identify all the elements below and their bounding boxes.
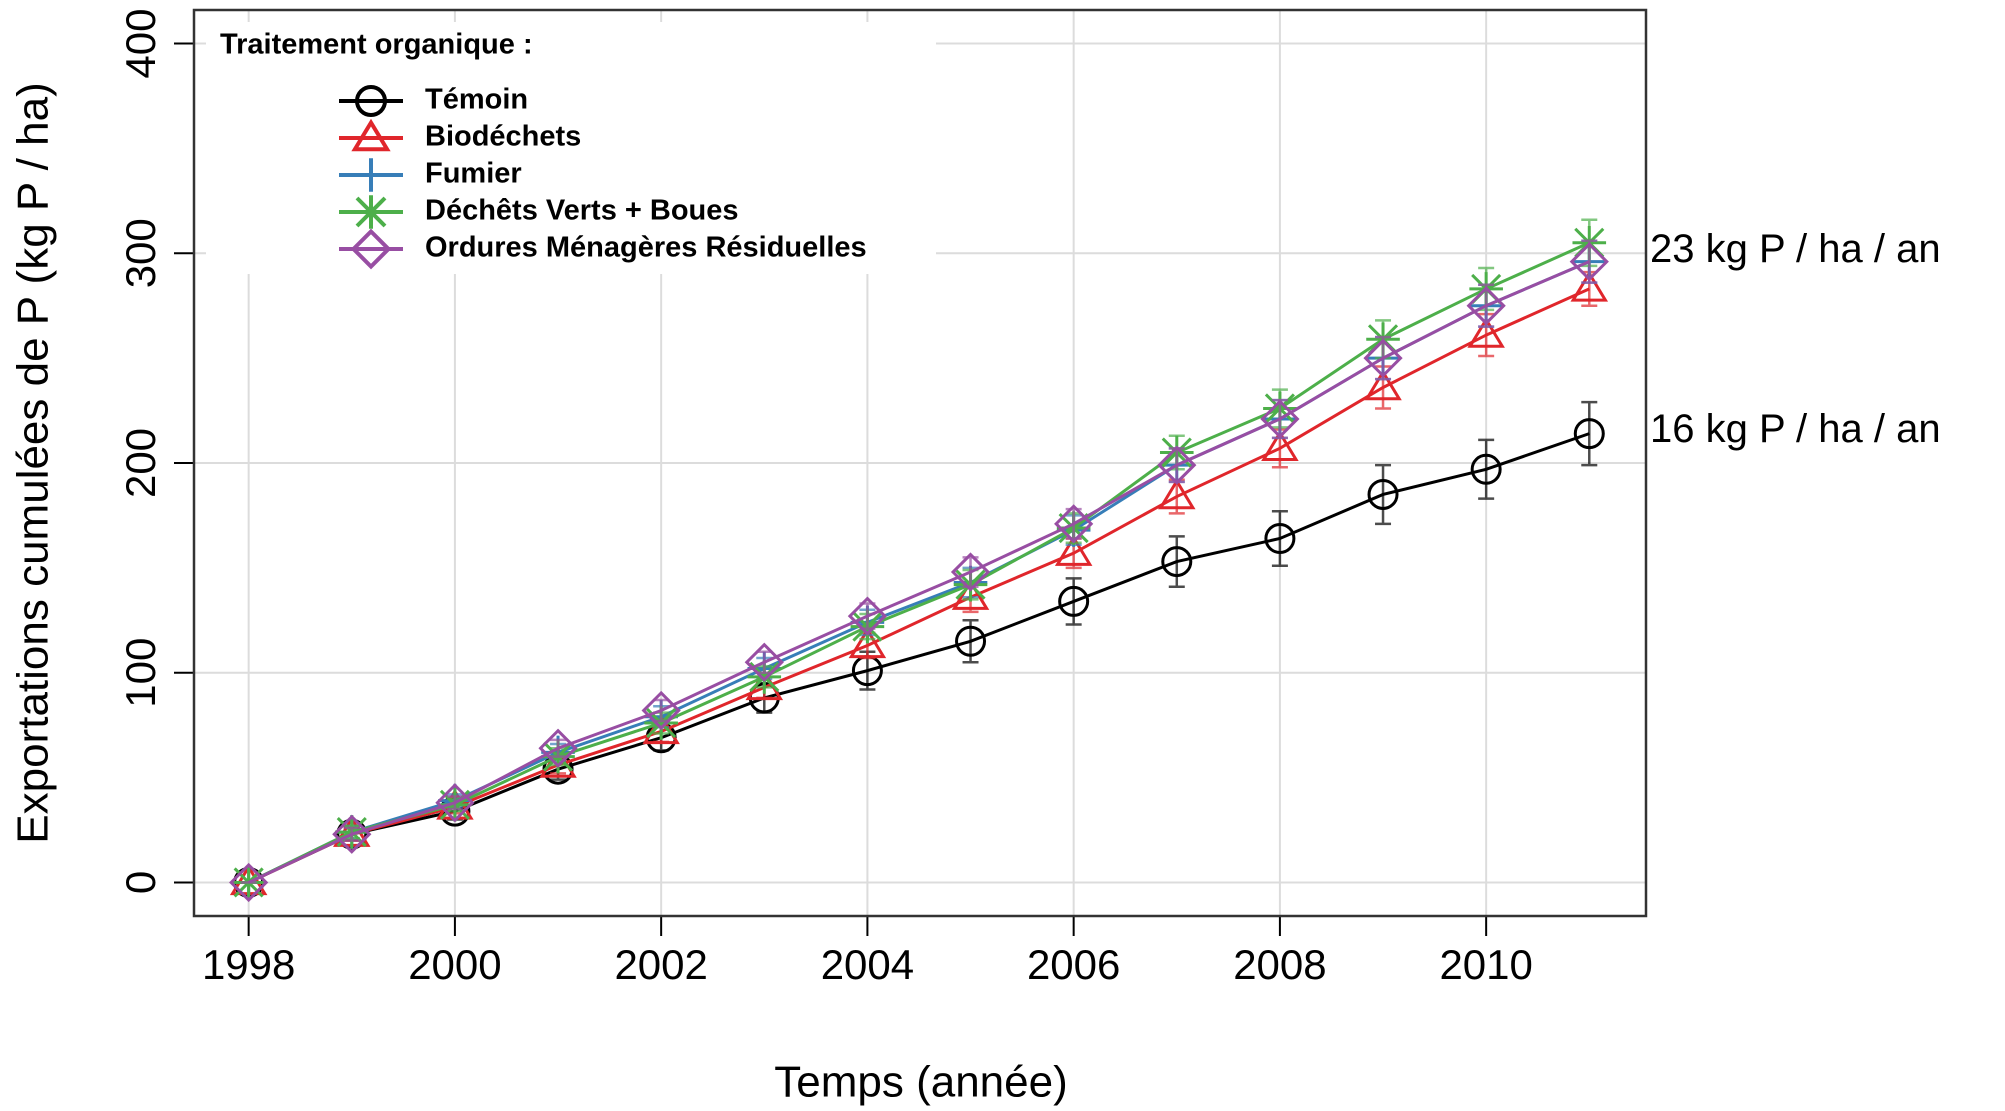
marker [848,627,887,659]
x-axis-label: Temps (année) [774,1058,1067,1107]
x-tick-label: 2000 [408,941,501,988]
x-tick-label: 1998 [202,941,295,988]
marker [355,85,387,117]
marker [1264,523,1296,554]
y-tick-label: 0 [117,871,164,894]
y-tick-label: 100 [117,638,164,708]
marker [354,158,388,192]
y-tick-label: 400 [117,9,164,79]
marker [332,814,372,854]
marker [1260,399,1300,439]
marker [1470,453,1502,485]
legend-label: Ordures Ménagères Résiduelles [425,232,867,264]
legend-label: Fumier [425,158,522,190]
marker [950,552,991,592]
marker [1363,338,1403,378]
plot-frame [192,8,1648,918]
marker [350,228,392,270]
legend-title: Traitement organique : [220,29,533,61]
marker [1157,445,1197,485]
annotation: 23 kg P / ha / an [1650,227,1941,271]
marker [1570,270,1609,302]
legend-box [206,22,936,274]
legend-label: Biodéchets [425,121,581,153]
y-tick-label: 200 [117,428,164,498]
marker [1054,534,1093,566]
marker [847,596,888,636]
marker [354,195,388,229]
marker [435,783,475,823]
x-tick-label: 2010 [1439,941,1532,988]
marker [1569,242,1609,282]
x-tick-label: 2002 [614,941,707,988]
legend-label: Témoin [425,84,528,116]
marker [1367,478,1399,510]
marker [1364,369,1402,401]
x-tick-label: 2004 [821,941,914,988]
line [247,241,1590,884]
legend-label: Déchêts Verts + Boues [425,195,739,227]
marker [538,728,578,768]
marker [1261,430,1299,462]
marker [1573,418,1605,450]
marker [955,625,987,657]
marker [1058,585,1090,617]
line [248,260,1590,884]
marker [744,642,784,682]
marker [351,118,391,152]
x-tick-label: 2008 [1233,941,1326,988]
marker [641,690,681,731]
marker [1466,286,1506,326]
marker [747,660,782,694]
x-tick-label: 2006 [1027,941,1120,988]
marker [644,706,678,740]
marker [229,862,269,903]
marker [1158,478,1196,510]
y-tick-label: 300 [117,218,164,288]
marker [951,578,990,610]
marker [1161,546,1193,578]
annotation: 16 kg P / ha / an [1650,407,1941,451]
marker [1467,316,1505,348]
y-axis-label: Exportations cumulées de P (kg P / ha) [9,82,58,843]
marker [1054,504,1094,544]
